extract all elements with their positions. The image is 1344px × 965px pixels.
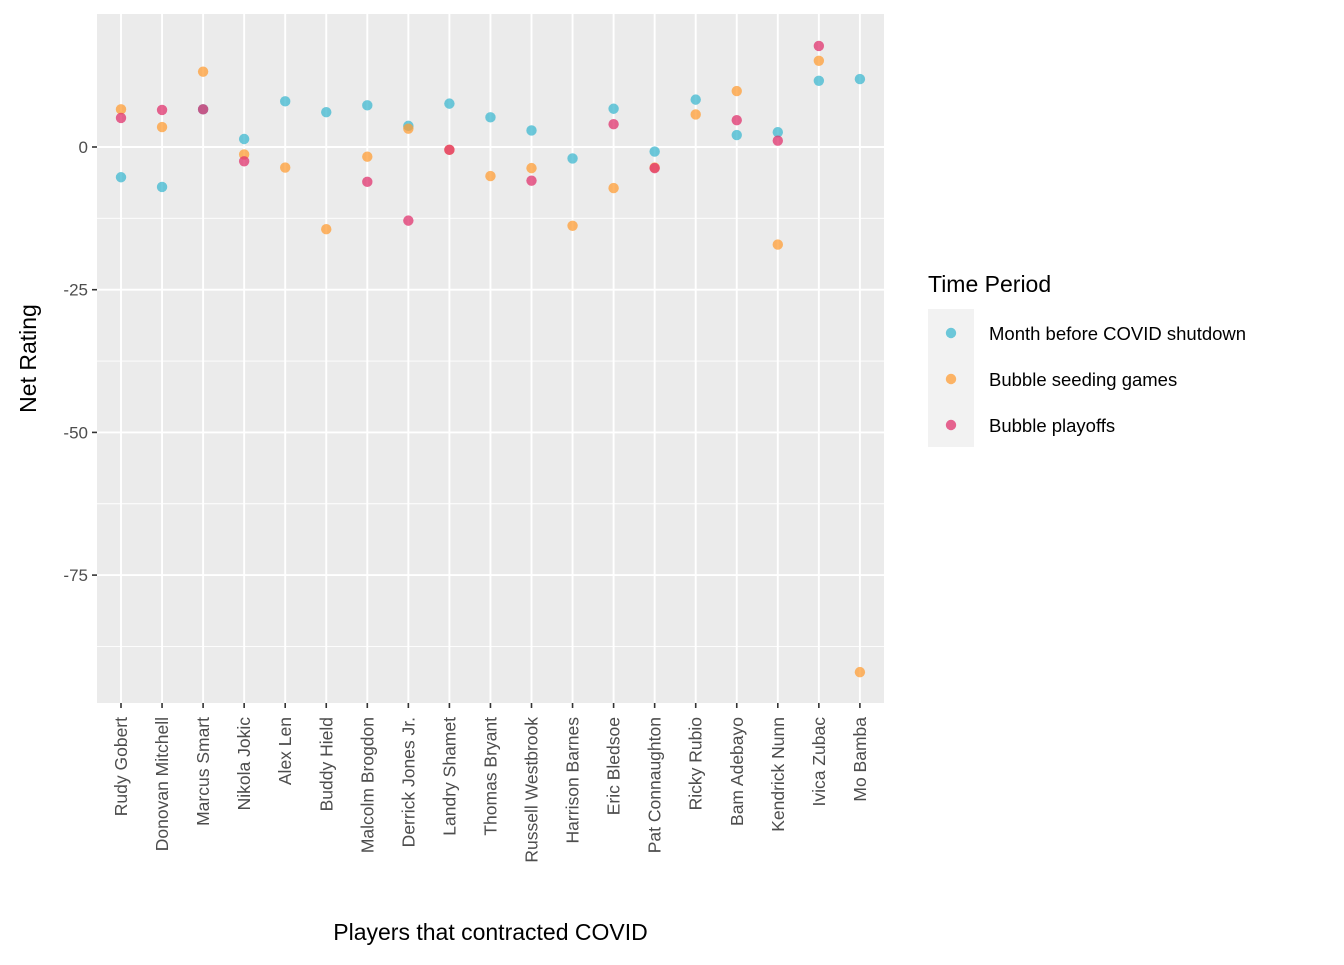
x-tick-label: Rudy Gobert xyxy=(111,717,131,816)
x-tick-label: Thomas Bryant xyxy=(480,717,500,836)
data-point-s1-14 xyxy=(690,94,701,105)
data-point-s3-15 xyxy=(731,114,742,126)
data-point-s3-13 xyxy=(649,162,660,174)
data-point-s1-8 xyxy=(444,98,455,109)
data-point-s1-9 xyxy=(485,112,496,123)
legend-title: Time Period xyxy=(928,271,1051,297)
data-point-s1-10 xyxy=(526,125,537,136)
data-point-s2-14 xyxy=(690,109,701,120)
data-point-s1-1 xyxy=(156,181,168,193)
legend-key-1 xyxy=(945,327,957,339)
data-point-s1-16 xyxy=(772,126,783,138)
data-point-s2-7 xyxy=(403,123,414,134)
data-point-s2-9 xyxy=(485,170,496,182)
legend-key-2 xyxy=(945,373,957,385)
y-tick-label: 0 xyxy=(79,138,88,157)
legend-label-3: Bubble playoffs xyxy=(989,415,1115,436)
x-tick-label: Bam Adebayo xyxy=(727,717,747,826)
data-point-s1-0 xyxy=(115,172,127,183)
data-point-s1-5 xyxy=(321,106,332,118)
y-tick-label: -75 xyxy=(63,566,88,585)
legend-label-2: Bubble seeding games xyxy=(989,369,1177,390)
data-point-s2-6 xyxy=(362,151,373,162)
x-tick-label: Ricky Rubio xyxy=(686,717,706,810)
data-point-s2-11 xyxy=(567,220,578,231)
data-point-s2-12 xyxy=(608,182,619,194)
x-tick-label: Marcus Smart xyxy=(193,717,213,826)
data-point-s2-16 xyxy=(772,239,783,250)
data-point-s3-16 xyxy=(772,135,783,146)
data-point-s3-2 xyxy=(197,104,209,115)
data-point-s3-7 xyxy=(403,215,414,226)
data-point-s2-10 xyxy=(526,162,537,174)
legend-key-3 xyxy=(945,419,957,431)
y-tick-label: -50 xyxy=(63,423,88,442)
legend-label-1: Month before COVID shutdown xyxy=(989,323,1246,344)
data-point-s3-10 xyxy=(526,175,537,186)
data-point-s3-12 xyxy=(608,118,619,130)
data-point-s2-5 xyxy=(321,223,332,235)
x-axis-title: Players that contracted COVID xyxy=(333,919,647,945)
data-point-s2-18 xyxy=(854,666,866,678)
data-point-s2-15 xyxy=(731,85,742,97)
x-tick-label: Nikola Jokic xyxy=(234,717,254,811)
x-tick-label: Kendrick Nunn xyxy=(768,717,788,832)
x-tick-label: Landry Shamet xyxy=(439,717,459,836)
data-point-s2-4 xyxy=(280,162,291,173)
x-tick-label: Buddy Hield xyxy=(316,717,336,811)
data-point-s1-17 xyxy=(813,75,825,86)
data-point-s2-1 xyxy=(156,121,168,133)
y-tick-label: -25 xyxy=(63,281,88,300)
x-tick-label: Pat Connaughton xyxy=(645,717,665,853)
data-point-s3-3 xyxy=(238,156,250,167)
data-point-s1-11 xyxy=(567,153,578,164)
x-tick-label: Ivica Zubac xyxy=(809,717,829,807)
data-point-s3-6 xyxy=(362,176,373,188)
data-point-s2-17 xyxy=(813,55,825,67)
data-point-s1-6 xyxy=(362,100,373,111)
data-point-s3-1 xyxy=(156,104,168,116)
data-point-s1-3 xyxy=(238,133,250,145)
x-tick-label: Derrick Jones Jr. xyxy=(398,717,418,847)
data-point-s3-0 xyxy=(115,112,127,124)
data-point-s1-4 xyxy=(280,96,291,107)
data-point-s1-12 xyxy=(608,103,619,114)
x-tick-label: Eric Bledsoe xyxy=(604,717,624,815)
x-tick-label: Russell Westbrook xyxy=(522,717,542,863)
x-tick-label: Mo Bamba xyxy=(850,717,870,802)
data-point-s3-8 xyxy=(444,144,455,156)
data-point-s3-17 xyxy=(813,40,825,52)
data-point-s1-13 xyxy=(649,146,660,157)
data-point-s2-2 xyxy=(197,66,209,77)
x-tick-label: Harrison Barnes xyxy=(563,717,583,844)
x-tick-label: Malcolm Brogdon xyxy=(357,717,377,853)
data-point-s2-0 xyxy=(115,104,127,115)
data-point-s1-18 xyxy=(854,73,866,85)
data-point-s1-15 xyxy=(731,129,742,141)
y-axis-title: Net Rating xyxy=(15,304,41,413)
x-tick-label: Donovan Mitchell xyxy=(152,717,172,851)
x-tick-label: Alex Len xyxy=(275,717,295,785)
